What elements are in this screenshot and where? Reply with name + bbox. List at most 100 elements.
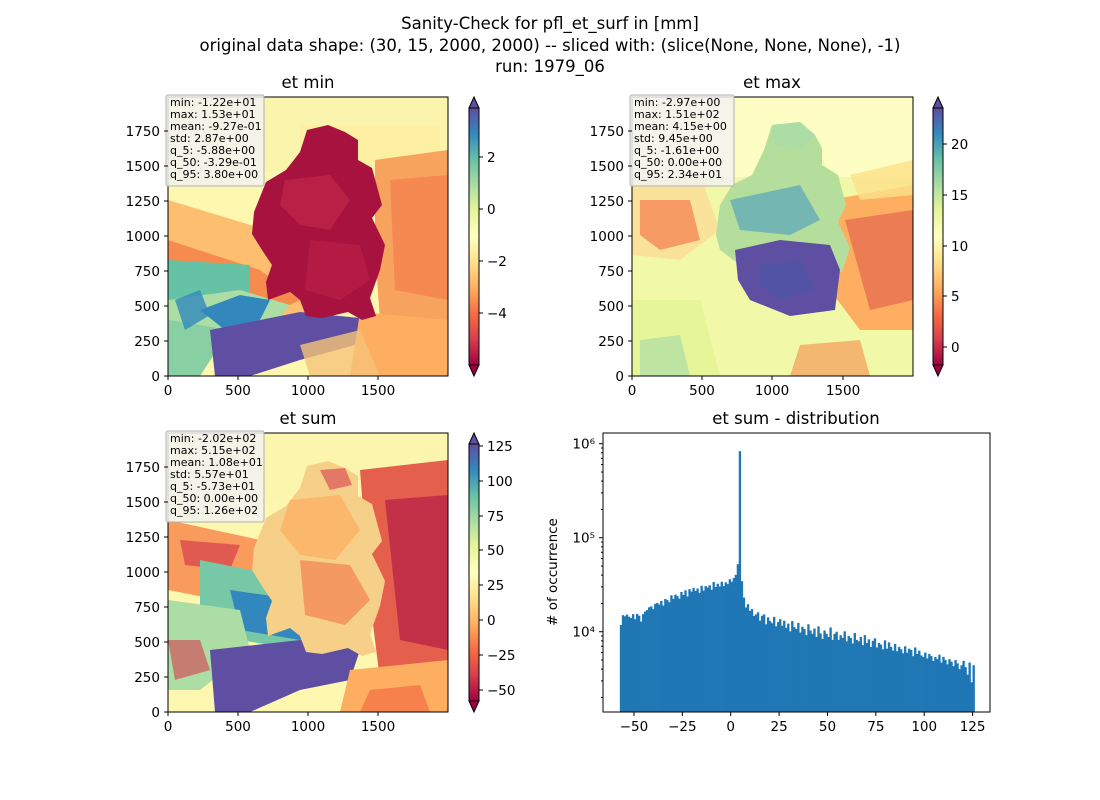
- colorbar-tick-label: 2: [487, 150, 496, 166]
- histogram-bar: [789, 631, 792, 712]
- stats-box: min: -1.22e+01 max: 1.53e+01 mean: -9.27…: [165, 94, 265, 187]
- colorbar-tick-label: 50: [487, 543, 504, 559]
- histogram-bar: [704, 586, 707, 712]
- colorbar-tick-label: 5: [951, 289, 960, 305]
- histogram-bar: [829, 627, 832, 712]
- panel-title: et max: [743, 73, 801, 92]
- stat-line: q_95: 1.26e+02: [170, 504, 258, 517]
- histogram-bar: [772, 616, 776, 712]
- histogram-bar: [764, 624, 768, 712]
- histogram-bar: [644, 611, 647, 712]
- y-axis-label: # of occurrence: [545, 518, 561, 626]
- y-axis: 10⁴ 10⁵ 10⁶: [572, 437, 603, 698]
- stat-line: min: -2.97e+00: [634, 96, 720, 109]
- stat-line: q_50: -3.29e-01: [170, 156, 257, 169]
- colorbar-tick-label: 10: [951, 239, 968, 255]
- histogram-bar: [750, 609, 754, 712]
- histogram-bar: [710, 589, 713, 712]
- histogram-bar: [813, 628, 816, 712]
- histogram-bar: [752, 616, 756, 712]
- histogram-bar: [948, 659, 951, 712]
- figure-title: Sanity-Check for pfl_et_surf in [mm]: [401, 14, 699, 34]
- panel-et-max: et max min: -2.97e+00 max: 1.51e+02 mean…: [590, 73, 969, 399]
- y-tick-label: 10⁵: [572, 531, 595, 547]
- histogram-bar: [803, 628, 806, 712]
- colorbar-tick-label: 100: [487, 474, 513, 490]
- heatmap-image: [168, 433, 448, 712]
- histogram-bar: [756, 612, 760, 712]
- x-tick-label: 1000: [291, 383, 325, 399]
- histogram-bar: [744, 607, 748, 712]
- y-tick-label: 1000: [126, 565, 160, 581]
- x-tick-label: 0: [628, 383, 637, 399]
- histogram-bar: [831, 639, 834, 712]
- histogram-bar: [682, 594, 685, 712]
- histogram-bar: [928, 653, 931, 712]
- colorbar-tick-label: −25: [487, 648, 516, 664]
- histogram-bar: [646, 610, 649, 712]
- y-tick-label: 250: [134, 670, 160, 686]
- x-tick-label: 500: [689, 383, 715, 399]
- histogram-bar: [857, 641, 861, 712]
- histogram-bar: [901, 653, 905, 712]
- histogram-bar: [966, 674, 969, 712]
- histogram-bar: [805, 635, 808, 712]
- y-tick-label: 0: [151, 369, 160, 385]
- x-tick-label: 0: [726, 719, 735, 735]
- stats-box: min: -2.97e+00 max: 1.51e+02 mean: 4.15e…: [629, 94, 735, 187]
- histogram-bar: [887, 642, 891, 712]
- histogram-bar: [779, 619, 782, 712]
- histogram-bar: [783, 620, 786, 712]
- colorbar-tick-label: 25: [487, 578, 504, 594]
- histogram-bar: [910, 649, 913, 712]
- histogram-bar: [940, 662, 943, 712]
- histogram-bar: [819, 633, 822, 712]
- histogram-bar: [946, 664, 949, 712]
- histogram-bar: [740, 581, 744, 712]
- histogram-bar: [825, 633, 828, 712]
- stat-line: std: 2.87e+00: [170, 132, 249, 145]
- colorbar: 20 15 10 5 0: [932, 95, 968, 378]
- histogram-bar: [930, 656, 933, 712]
- y-tick-label: 750: [598, 264, 624, 280]
- stat-line: min: -1.22e+01: [170, 96, 256, 109]
- y-tick-label: 10⁴: [572, 625, 595, 641]
- stat-line: q_5: -5.88e+00: [170, 144, 255, 157]
- histogram-bar: [768, 621, 772, 712]
- histogram-bar: [799, 632, 802, 712]
- x-tick-label: 25: [770, 719, 787, 735]
- histogram-bar: [762, 614, 766, 712]
- stat-line: std: 5.57e+01: [170, 468, 249, 481]
- histogram-bar: [970, 682, 973, 712]
- histogram-bar: [839, 635, 842, 712]
- histogram-bar: [791, 621, 794, 712]
- histogram-bar: [849, 637, 852, 712]
- histogram-bar: [732, 578, 736, 712]
- y-axis: 0 250 500 750 1000 1250 1500 1750: [126, 460, 168, 721]
- histogram-bar: [897, 646, 901, 712]
- y-tick-label: 250: [134, 334, 160, 350]
- x-tick-label: 1000: [755, 383, 789, 399]
- histogram-bar: [847, 636, 850, 712]
- histogram-bar: [942, 656, 945, 712]
- x-axis: −50 −25 0 25 50 75 100 125: [620, 712, 985, 735]
- histogram-bar: [952, 666, 955, 712]
- histogram-bar: [801, 626, 804, 712]
- histogram-bar: [827, 636, 830, 712]
- histogram-bar: [676, 596, 679, 712]
- histogram-bar: [899, 649, 903, 712]
- stat-line: mean: 4.15e+00: [634, 120, 727, 133]
- y-tick-label: 1000: [126, 229, 160, 245]
- y-tick-label: 750: [134, 264, 160, 280]
- histogram-bar: [855, 639, 858, 712]
- histogram-bar: [686, 596, 689, 712]
- histogram-bar: [861, 645, 865, 712]
- colorbar-tick-label: 0: [487, 613, 496, 629]
- panel-et-min: et min min: -1.22e+01 max: 1.53e+01: [126, 73, 507, 399]
- histogram-bar: [865, 642, 869, 712]
- histogram-bar: [633, 619, 637, 712]
- histogram-bar: [770, 623, 774, 712]
- histogram-bar: [680, 591, 683, 712]
- panel-title: et sum - distribution: [712, 409, 879, 428]
- x-axis: 0 500 1000 1500: [164, 712, 395, 735]
